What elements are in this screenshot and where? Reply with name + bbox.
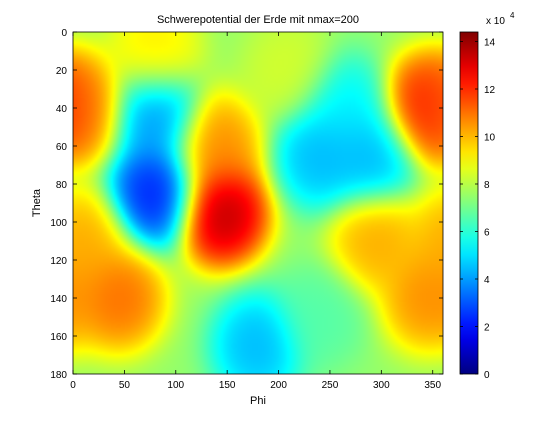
heatmap-field xyxy=(73,32,443,374)
plot-frame xyxy=(72,31,444,375)
y-tick-label: 60 xyxy=(56,142,68,153)
colorbar-tick-label: 0 xyxy=(484,370,490,381)
x-tick-label: 350 xyxy=(424,380,441,391)
chart-title: Schwerepotential der Erde mit nmax=200 xyxy=(157,14,359,26)
colorbar-exponent: 4 xyxy=(510,11,515,20)
x-tick-label: 0 xyxy=(70,380,76,391)
y-tick-label: 160 xyxy=(50,332,67,343)
colorbar xyxy=(460,32,478,374)
colorbar-tick-label: 4 xyxy=(484,275,490,286)
colorbar-tick-label: 14 xyxy=(484,38,496,49)
y-tick-label: 140 xyxy=(50,294,67,305)
colorbar-tick-label: 10 xyxy=(484,133,496,144)
colorbar-tick-label: 8 xyxy=(484,180,490,191)
y-tick-label: 20 xyxy=(56,66,68,77)
y-tick-label: 100 xyxy=(50,218,67,229)
x-tick-label: 200 xyxy=(270,380,287,391)
x-axis-label: Phi xyxy=(250,395,266,407)
y-tick-label: 0 xyxy=(61,28,67,39)
colorbar-tick-label: 2 xyxy=(484,323,490,334)
colorbar-frame xyxy=(459,31,479,375)
colorbar-tick-label: 12 xyxy=(484,85,496,96)
x-tick-label: 300 xyxy=(373,380,390,391)
y-tick-label: 80 xyxy=(56,180,68,191)
y-tick-label: 120 xyxy=(50,256,67,267)
x-tick-label: 100 xyxy=(167,380,184,391)
colorbar-tick-label: 6 xyxy=(484,228,490,239)
x-tick-label: 150 xyxy=(219,380,236,391)
y-axis-label: Theta xyxy=(31,188,43,217)
x-tick-label: 250 xyxy=(322,380,339,391)
x-tick-label: 50 xyxy=(119,380,131,391)
colorbar-multiplier: x 10 xyxy=(486,16,505,27)
y-tick-label: 40 xyxy=(56,104,68,115)
y-tick-label: 180 xyxy=(50,370,67,381)
